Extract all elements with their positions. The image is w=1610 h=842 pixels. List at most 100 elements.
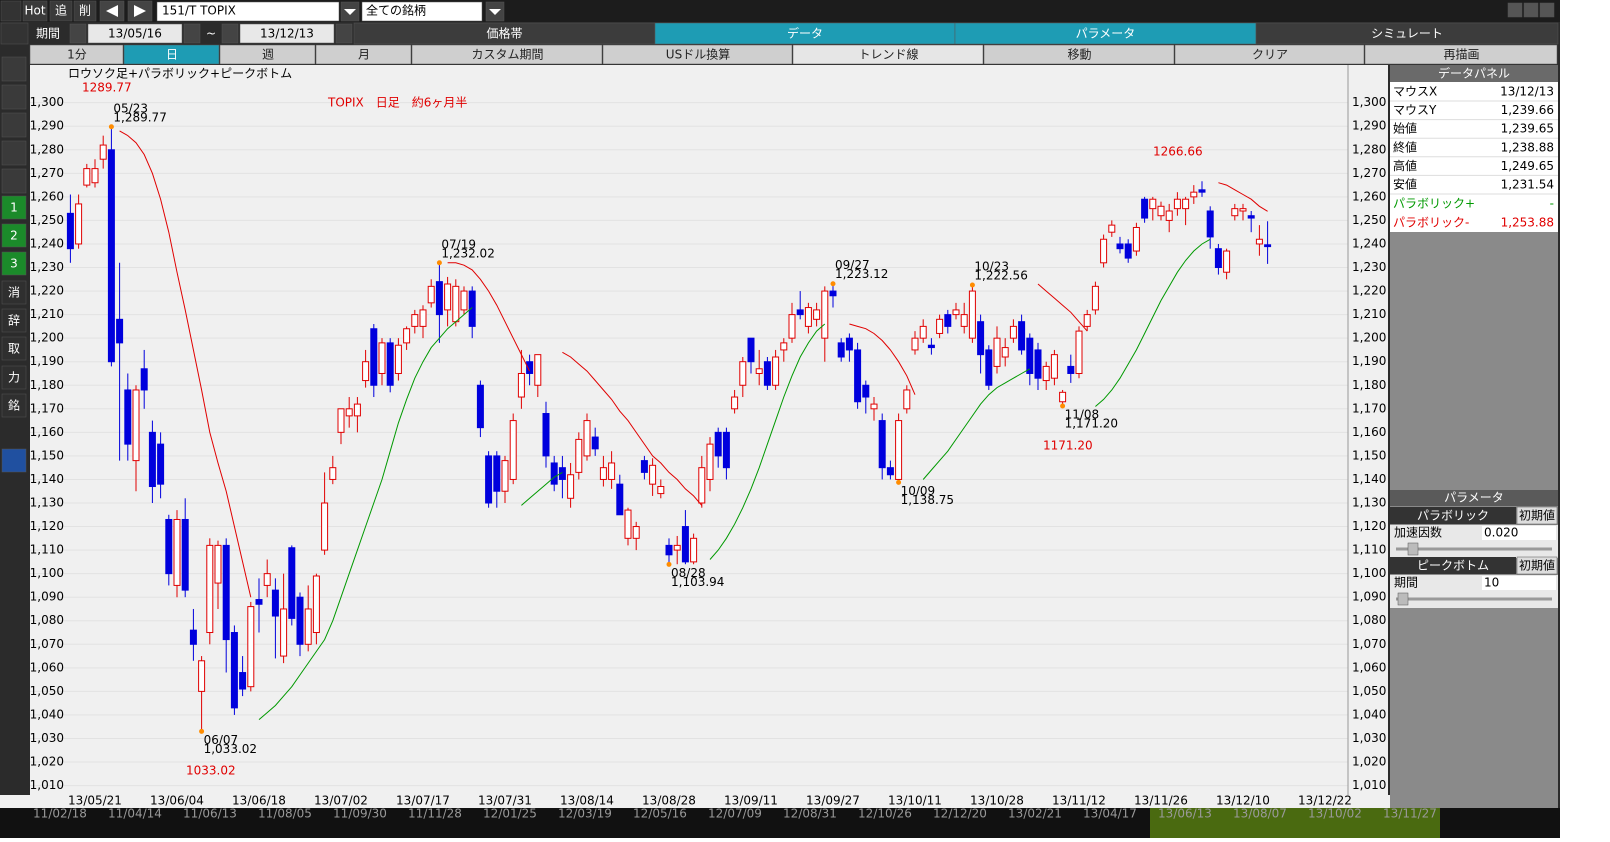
candle-body bbox=[1034, 349, 1042, 379]
sidebar-icon[interactable] bbox=[1, 168, 27, 194]
label[interactable]: データ bbox=[787, 26, 823, 41]
label[interactable]: カスタム期間 bbox=[471, 48, 543, 62]
candle-body bbox=[321, 502, 329, 551]
tool-button[interactable] bbox=[983, 44, 1175, 65]
candle-body bbox=[1116, 243, 1124, 250]
label[interactable]: 取 bbox=[8, 342, 20, 356]
label[interactable]: 消 bbox=[8, 286, 20, 300]
tool-button[interactable] bbox=[602, 44, 793, 65]
label[interactable]: 初期値 bbox=[1519, 558, 1555, 573]
sidebar-button[interactable] bbox=[1, 308, 27, 333]
y-tick-label: 1,250 bbox=[30, 213, 64, 227]
label[interactable]: クリア bbox=[1252, 48, 1288, 62]
slider-thumb[interactable] bbox=[1397, 592, 1409, 606]
tool-button[interactable] bbox=[1364, 44, 1558, 65]
to-date[interactable] bbox=[239, 23, 335, 44]
label[interactable]: パラメータ bbox=[1076, 27, 1136, 41]
candle-body bbox=[230, 632, 238, 709]
label[interactable]: トレンド線 bbox=[858, 47, 918, 62]
tool-button[interactable] bbox=[315, 44, 412, 65]
tool-button[interactable] bbox=[123, 44, 220, 65]
label[interactable]: 13/12/13 bbox=[260, 27, 314, 41]
label[interactable]: 2 bbox=[10, 229, 18, 243]
candle-body bbox=[1190, 191, 1198, 198]
button[interactable] bbox=[49, 0, 73, 22]
tool-button[interactable] bbox=[792, 44, 984, 65]
next-date[interactable] bbox=[183, 23, 201, 44]
label[interactable]: シミュレート bbox=[1371, 27, 1443, 41]
label[interactable]: 3 bbox=[10, 257, 18, 271]
prev-date[interactable] bbox=[69, 23, 87, 44]
sidebar-icon[interactable] bbox=[1, 140, 27, 166]
candle-body bbox=[1026, 337, 1034, 374]
slider-thumb[interactable] bbox=[1407, 542, 1419, 556]
candle-body bbox=[591, 436, 599, 450]
label[interactable]: 価格帯 bbox=[486, 26, 522, 41]
reset-button[interactable] bbox=[1516, 556, 1558, 575]
candle-body bbox=[575, 438, 583, 473]
candle-body bbox=[813, 309, 821, 320]
y-tick-label: 1,150 bbox=[30, 448, 64, 462]
sidebar-button[interactable] bbox=[1, 280, 27, 305]
sidebar-icon[interactable] bbox=[1, 84, 27, 110]
universe-box[interactable] bbox=[361, 1, 483, 22]
label[interactable]: 週 bbox=[262, 48, 274, 62]
candle-body bbox=[673, 544, 681, 551]
button[interactable] bbox=[73, 0, 97, 22]
window-button[interactable] bbox=[1539, 2, 1555, 18]
sidebar-button[interactable] bbox=[1, 251, 27, 276]
sidebar-button[interactable] bbox=[1, 336, 27, 361]
settings-button[interactable] bbox=[1, 448, 27, 473]
sidebar-button[interactable] bbox=[1, 223, 27, 248]
sidebar-button[interactable] bbox=[1, 365, 27, 390]
next-date[interactable] bbox=[335, 23, 353, 44]
label[interactable]: 13/05/16 bbox=[108, 27, 162, 41]
y-tick-label-right: 1,190 bbox=[1352, 354, 1386, 368]
sidebar-icon[interactable] bbox=[1, 112, 27, 138]
tool-button[interactable] bbox=[219, 44, 316, 65]
tool-button[interactable] bbox=[29, 44, 124, 65]
label[interactable]: 力 bbox=[8, 371, 20, 385]
right-axis-area bbox=[1348, 65, 1388, 795]
menu-icon[interactable] bbox=[0, 0, 22, 22]
candle-body bbox=[862, 384, 870, 398]
sidebar-icon[interactable] bbox=[1, 56, 27, 82]
label[interactable]: 1分 bbox=[67, 48, 87, 62]
label[interactable]: 1 bbox=[10, 201, 18, 215]
x-tick-label: 13/08/14 bbox=[560, 794, 614, 808]
button[interactable] bbox=[22, 0, 48, 22]
label[interactable]: 銘 bbox=[8, 398, 20, 413]
candle-body bbox=[1157, 205, 1165, 217]
label[interactable]: 再描画 bbox=[1443, 48, 1479, 62]
sidebar-button[interactable] bbox=[1, 195, 27, 220]
label: 加速因数 bbox=[1394, 525, 1442, 540]
label[interactable]: 全ての銘柄 bbox=[366, 3, 426, 18]
candle-body bbox=[1198, 189, 1206, 193]
from-date[interactable] bbox=[87, 23, 183, 44]
label[interactable]: 月 bbox=[358, 48, 370, 62]
symbol-box[interactable] bbox=[156, 1, 340, 22]
candle-body bbox=[140, 368, 148, 391]
window-button[interactable] bbox=[1523, 2, 1539, 18]
sidebar-button[interactable] bbox=[1, 393, 27, 418]
tab[interactable] bbox=[1255, 22, 1559, 45]
peak-value: 1,289.77 bbox=[113, 110, 166, 124]
label[interactable]: 移動 bbox=[1067, 48, 1091, 62]
candle-body bbox=[640, 460, 648, 473]
tool-button[interactable] bbox=[1174, 44, 1365, 65]
label[interactable]: USドル換算 bbox=[666, 47, 730, 62]
search-icon[interactable] bbox=[0, 22, 29, 45]
reset-button[interactable] bbox=[1516, 506, 1558, 525]
label[interactable]: 日 bbox=[166, 48, 178, 62]
label[interactable]: 151/T TOPIX bbox=[162, 4, 236, 18]
prev-date[interactable] bbox=[221, 23, 239, 44]
label[interactable]: 初期値 bbox=[1519, 508, 1555, 523]
window-button[interactable] bbox=[1507, 2, 1523, 18]
overview-window[interactable] bbox=[1150, 808, 1440, 838]
y-tick-label: 1,010 bbox=[30, 778, 64, 792]
param-input bbox=[1482, 526, 1556, 540]
x-tick-label: 13/09/27 bbox=[806, 794, 860, 808]
tool-button[interactable] bbox=[411, 44, 603, 65]
label[interactable]: 辞 bbox=[8, 313, 20, 328]
